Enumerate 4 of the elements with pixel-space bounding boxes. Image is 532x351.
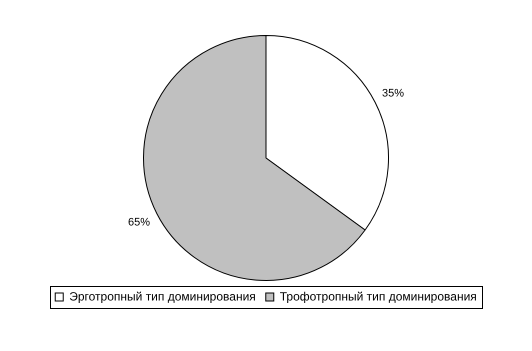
legend-label: Эрготропный тип доминирования	[69, 289, 256, 304]
data-label: 65%	[128, 216, 150, 229]
data-label: 35%	[382, 87, 404, 100]
legend-label: Трофотропный тип доминирования	[280, 289, 477, 304]
